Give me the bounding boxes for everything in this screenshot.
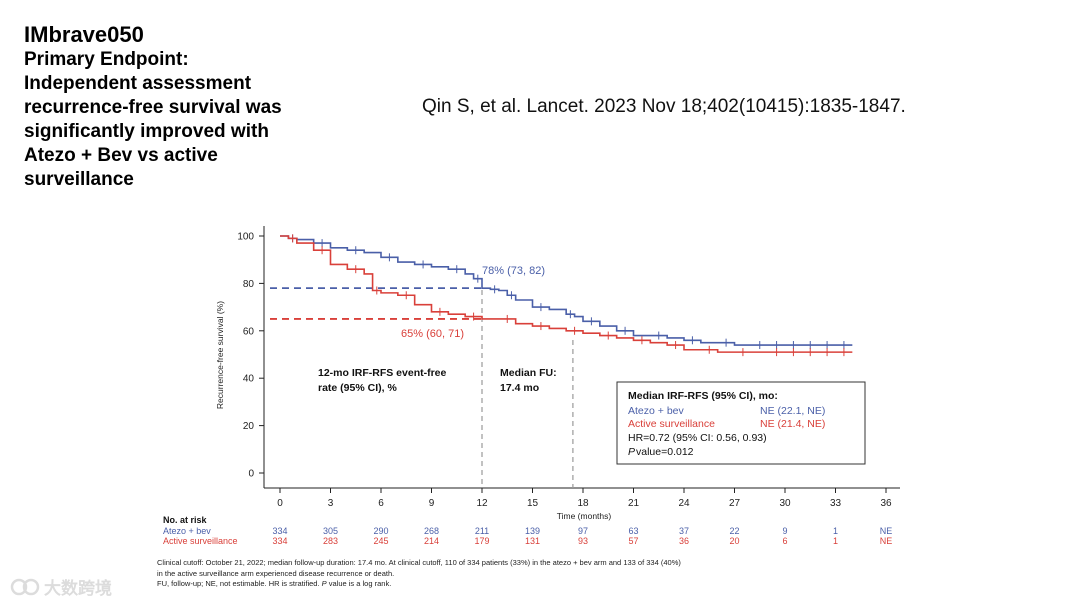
atezo-12mo-label: 78% (73, 82) [482, 265, 545, 277]
legend-hr: HR=0.72 (95% CI: 0.56, 0.93) [628, 432, 767, 444]
risk-cell: 22 [729, 526, 739, 536]
watermark: 大数跨境 [10, 574, 112, 599]
legend-row-name: Active surveillance [628, 418, 715, 430]
legend-row-value: NE (22.1, NE) [760, 405, 825, 417]
risk-cell: 63 [628, 526, 638, 536]
risk-cell: 305 [323, 526, 338, 536]
risk-cell: 9 [782, 526, 787, 536]
x-tick-label: 18 [577, 498, 589, 509]
y-tick-label: 60 [243, 326, 255, 337]
risk-cell: 334 [272, 536, 287, 546]
legend-row-value: NE (21.4, NE) [760, 418, 825, 430]
legend-row-name: Atezo + bev [628, 405, 684, 417]
slide-title: IMbrave050 [24, 22, 144, 47]
risk-cell: 211 [475, 526, 489, 536]
y-tick-label: 20 [243, 421, 255, 432]
x-tick-label: 21 [628, 498, 640, 509]
legend-box [616, 381, 866, 465]
footnote-p-italic: P [321, 579, 327, 588]
risk-cell: 245 [373, 536, 388, 546]
risk-row-label: Active surveillance [163, 536, 238, 546]
y-axis-label: Recurrence-free survival (%) [215, 301, 225, 409]
risk-row-label: Atezo + bev [163, 526, 211, 536]
risk-cell: 179 [474, 536, 489, 546]
risk-cell: 1 [833, 526, 838, 536]
risk-cell: 36 [679, 536, 689, 546]
active-12mo-label: 65% (60, 71) [401, 328, 464, 340]
title-block: IMbrave050 Primary Endpoint: Independent… [24, 22, 404, 192]
km-curve-active [280, 235, 853, 353]
citation: Qin S, et al. Lancet. 2023 Nov 18;402(10… [422, 96, 906, 117]
legend-p-italic: P [628, 446, 635, 458]
event-free-label: rate (95% CI), % [318, 382, 397, 394]
x-tick-label: 15 [527, 498, 539, 509]
footnote: Clinical cutoff: October 21, 2022; media… [157, 558, 857, 590]
footnote-line-1: Clinical cutoff: October 21, 2022; media… [157, 558, 681, 567]
risk-cell: 57 [628, 536, 638, 546]
risk-cell: 139 [525, 526, 540, 536]
y-tick-label: 80 [243, 279, 255, 290]
x-tick-label: 24 [678, 498, 690, 509]
median-fu-label: Median FU: [500, 367, 557, 379]
x-tick-label: 33 [830, 498, 842, 509]
x-tick-label: 12 [476, 498, 488, 509]
risk-cell: 97 [578, 526, 588, 536]
risk-table-header: No. at risk [163, 515, 208, 525]
x-tick-label: 6 [378, 498, 384, 509]
x-tick-label: 30 [779, 498, 791, 509]
legend-p-value: value=0.012 [636, 446, 694, 458]
y-tick-label: 100 [237, 232, 254, 243]
x-tick-label: 27 [729, 498, 741, 509]
risk-cell: 1 [833, 536, 838, 546]
risk-cell: 93 [578, 536, 588, 546]
risk-cell: NE [880, 536, 893, 546]
x-tick-label: 3 [328, 498, 334, 509]
event-free-label: 12-mo IRF-RFS event-free [318, 367, 447, 379]
y-tick-label: 0 [248, 469, 254, 480]
footnote-line-2: in the active surveillance arm experienc… [157, 568, 395, 578]
watermark-logo-icon [10, 578, 40, 595]
risk-cell: 6 [782, 536, 787, 546]
risk-cell: 290 [373, 526, 388, 536]
risk-cell: 334 [272, 526, 287, 536]
legend-heading: Median IRF-RFS (95% CI), mo: [628, 390, 778, 402]
risk-cell: 214 [424, 536, 439, 546]
median-fu-label: 17.4 mo [500, 382, 539, 394]
x-tick-label: 0 [277, 498, 283, 509]
footnote-line-3a: FU, follow-up; NE, not estimable. HR is … [157, 579, 322, 588]
slide-subtitle: Primary Endpoint: Independent assessment… [24, 49, 282, 190]
y-tick-label: 40 [243, 374, 255, 385]
footnote-line-3: FU, follow-up; NE, not estimable. HR is … [157, 579, 857, 590]
x-tick-label: 36 [880, 498, 892, 509]
footnote-line-3b: value is a log rank. [326, 579, 392, 588]
risk-cell: NE [880, 526, 893, 536]
risk-cell: 283 [323, 536, 338, 546]
x-axis-label: Time (months) [557, 511, 612, 521]
x-tick-label: 9 [429, 498, 435, 509]
risk-cell: 268 [424, 526, 439, 536]
risk-cell: 131 [525, 536, 540, 546]
risk-cell: 37 [679, 526, 689, 536]
risk-cell: 20 [729, 536, 739, 546]
watermark-text: 大数跨境 [44, 579, 112, 598]
